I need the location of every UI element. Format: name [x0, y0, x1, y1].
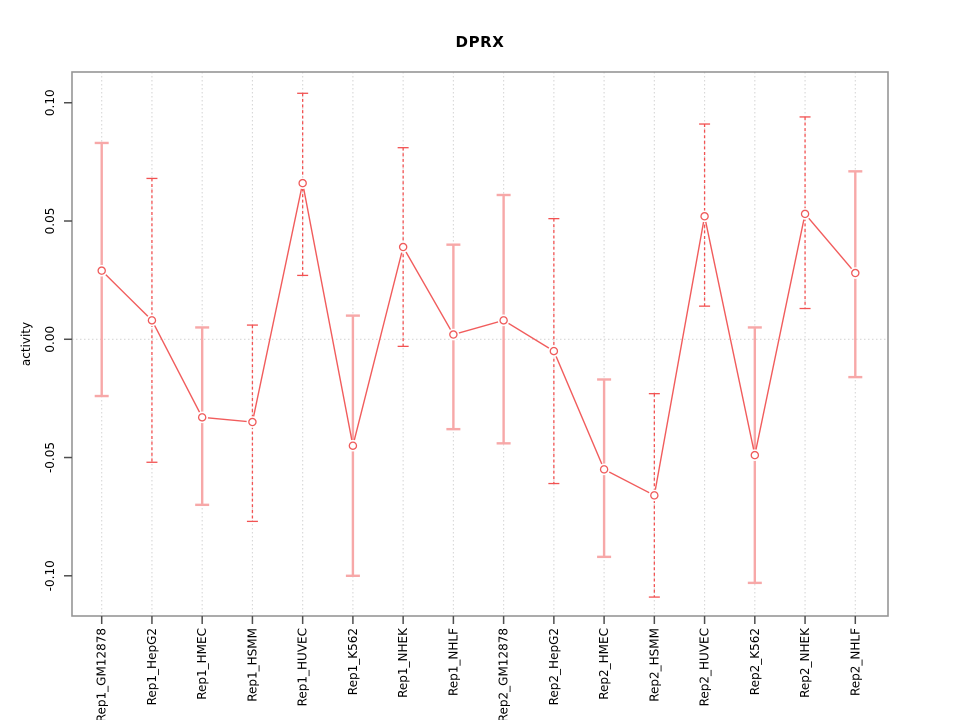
- data-point-marker: [650, 491, 659, 500]
- data-point-marker: [499, 316, 508, 325]
- x-tick-label: Rep1_NHEK: [396, 627, 410, 698]
- x-tick-label: Rep2_NHEK: [798, 627, 812, 698]
- x-tick-label: Rep2_HSMM: [647, 628, 661, 702]
- chart-title: DPRX: [455, 33, 505, 51]
- data-point-marker: [348, 441, 358, 450]
- y-tick-label: 0.10: [43, 89, 57, 116]
- x-tick-label: Rep1_HMEC: [195, 628, 209, 700]
- series-line: [101, 183, 856, 497]
- data-point-marker: [398, 242, 408, 252]
- data-point-marker: [197, 413, 207, 422]
- data-point-marker: [599, 465, 609, 474]
- y-tick-label: -0.10: [43, 560, 57, 591]
- data-point-marker: [800, 209, 810, 219]
- x-tick-label: Rep2_HepG2: [547, 628, 561, 705]
- data-point-marker: [147, 316, 157, 325]
- data-point-marker: [750, 450, 760, 460]
- data-point-marker: [549, 346, 559, 356]
- x-tick-label: Rep1_K562: [346, 628, 360, 695]
- data-point-marker: [298, 178, 307, 188]
- data-point-marker: [449, 330, 458, 339]
- x-tick-label: Rep2_HUVEC: [698, 628, 712, 706]
- x-tick-label: Rep2_HMEC: [597, 628, 611, 700]
- x-tick-label: Rep1_NHLF: [446, 628, 460, 696]
- x-tick-label: Rep2_K562: [748, 628, 762, 695]
- x-tick-label: Rep2_GM12878: [497, 628, 511, 720]
- data-point-marker: [851, 268, 860, 278]
- x-tick-label: Rep2_NHLF: [848, 628, 862, 696]
- x-tick-label: Rep1_HUVEC: [296, 628, 310, 706]
- data-point-marker: [97, 266, 106, 275]
- x-tick-label: Rep1_HepG2: [145, 628, 159, 705]
- data-point-marker: [700, 212, 709, 221]
- y-tick-label: 0.00: [43, 326, 57, 353]
- y-tick-label: -0.05: [43, 442, 57, 473]
- plot-border: [71, 71, 889, 617]
- x-tick-label: Rep1_GM12878: [95, 628, 109, 720]
- x-tick-label: Rep1_HSMM: [245, 628, 259, 702]
- data-point-marker: [248, 417, 257, 427]
- y-tick-label: 0.05: [43, 208, 57, 235]
